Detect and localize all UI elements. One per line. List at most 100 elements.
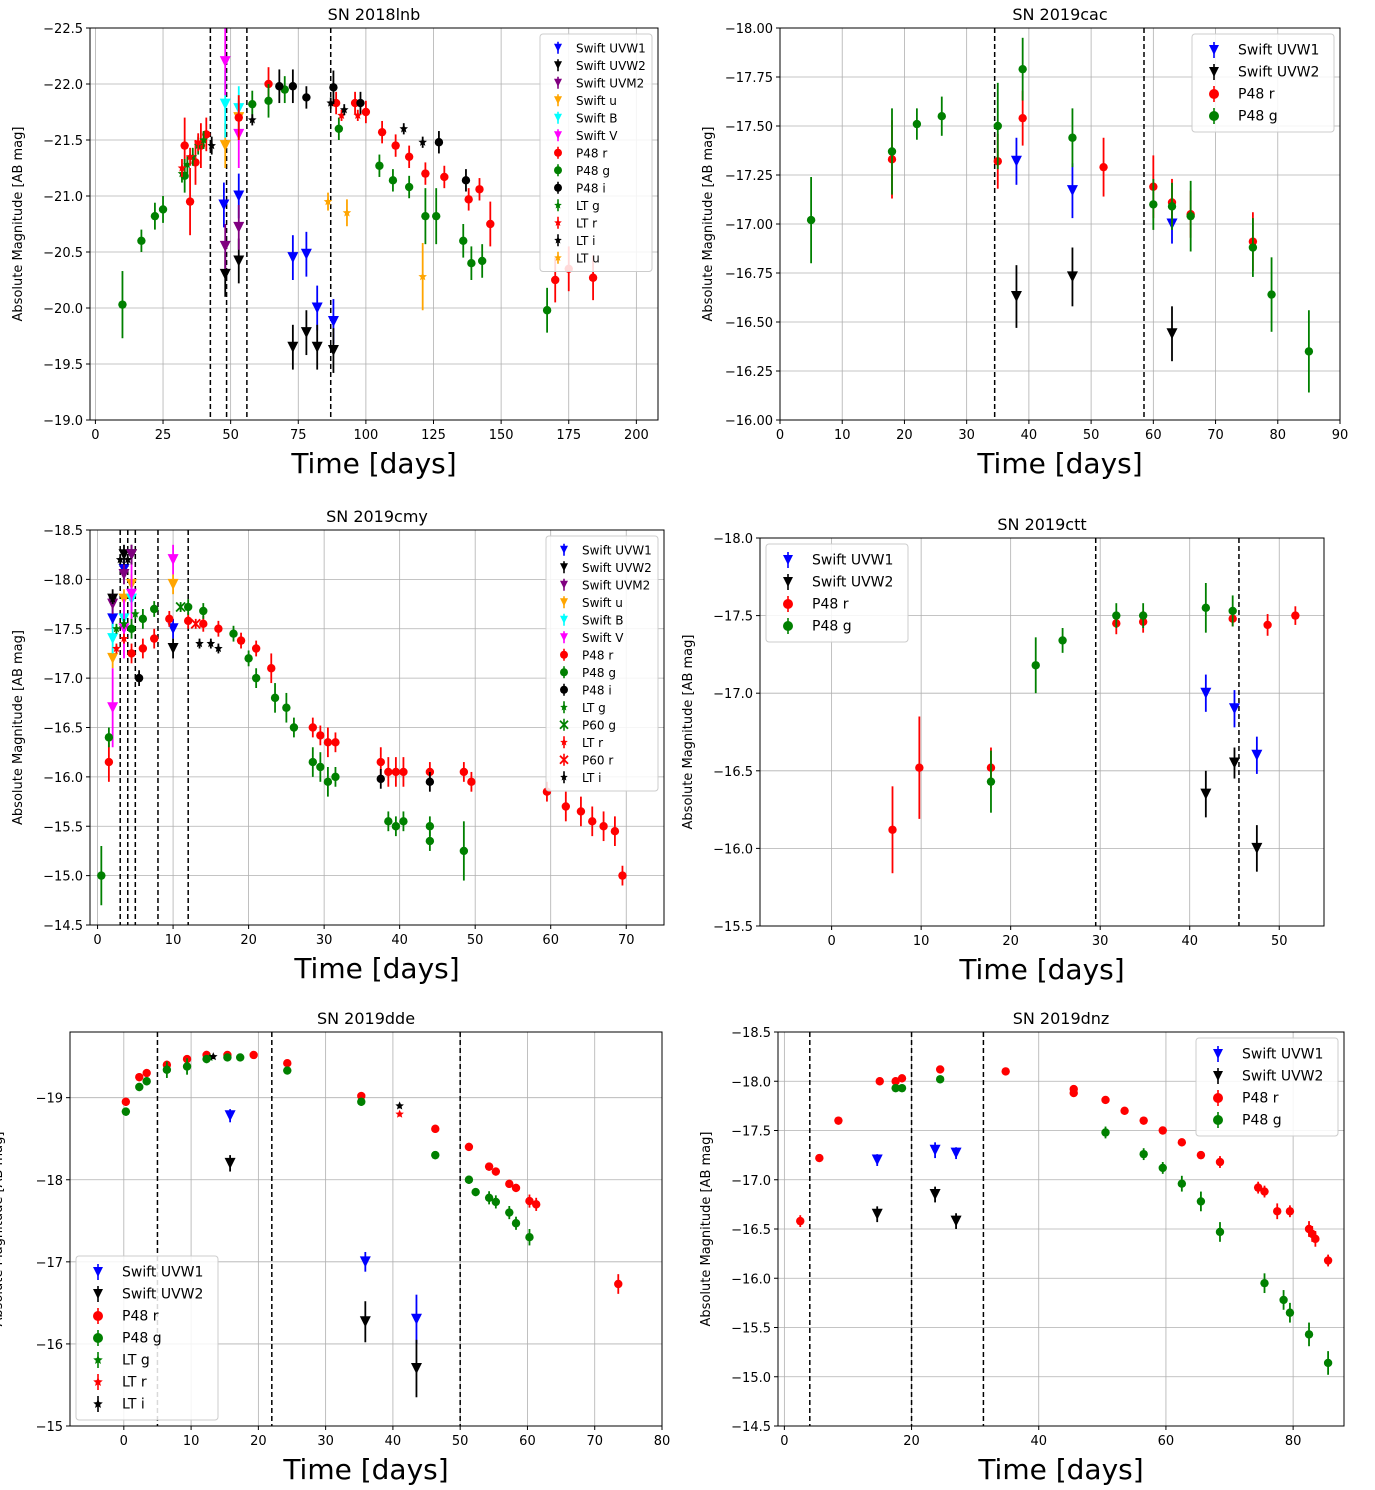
legend-entry-p48-r: P48 r [554, 146, 607, 160]
x-tick-label: 70 [618, 933, 635, 948]
y-tick-label: −16.00 [725, 414, 773, 429]
data-point [1285, 1207, 1295, 1216]
legend: Swift UVW1 Swift UVW2 P48 r P48 g LT g LT r LT… [75, 1255, 219, 1421]
x-tick-label: 100 [353, 428, 378, 443]
legend-label: P48 r [576, 146, 607, 160]
y-axis-label: Absolute Magnitude [AB mag] [0, 1132, 6, 1327]
x-tick-label: 40 [1021, 428, 1038, 443]
data-point [375, 161, 384, 170]
data-point [107, 633, 119, 645]
data-point [134, 673, 144, 683]
legend-label: Swift UVW2 [1242, 1069, 1323, 1085]
data-point [471, 1187, 480, 1197]
data-point [434, 138, 444, 147]
legend-marker [560, 615, 568, 624]
data-point [323, 197, 333, 206]
x-tick-label: 20 [903, 1434, 920, 1449]
data-point [421, 169, 430, 178]
legend-label: LT r [582, 736, 603, 750]
legend-marker [560, 685, 568, 694]
x-tick-label: 80 [1270, 428, 1287, 443]
legend-label: P48 r [1238, 87, 1275, 103]
series-lt-g [112, 609, 140, 634]
series-p48-g [806, 37, 1314, 393]
x-tick-label: 0 [780, 1434, 788, 1449]
chart-title: SN 2019dde [317, 1009, 415, 1028]
legend-entry-lt-i: LT i [554, 234, 596, 248]
legend-marker [554, 148, 562, 157]
legend-frame [1195, 1037, 1339, 1137]
y-tick-label: −21.5 [43, 134, 83, 149]
series-swift-uvm2 [219, 204, 245, 269]
data-point [511, 1219, 521, 1228]
y-tick-label: −16.0 [731, 1272, 771, 1287]
x-tick-label: 20 [240, 933, 257, 948]
legend-marker [554, 113, 562, 122]
x-tick-label: 125 [421, 428, 446, 443]
data-point [219, 268, 231, 280]
legend-marker [554, 236, 562, 244]
data-point [300, 248, 312, 260]
x-tick-label: 20 [250, 1434, 267, 1449]
legend-entry-lt-r: LT r [554, 216, 597, 230]
legend-marker [1213, 1115, 1223, 1125]
data-point [180, 141, 189, 150]
data-point [167, 623, 179, 635]
data-point [199, 619, 208, 629]
data-point [418, 137, 427, 146]
x-tick-label: 40 [385, 1434, 402, 1449]
x-tick-label: 60 [1158, 1434, 1175, 1449]
legend: Swift UVW1 Swift UVW2 Swift UVM2 Swift u Swi… [545, 535, 659, 792]
y-axis-label: Absolute Magnitude [AB mag] [701, 127, 716, 322]
legend-marker [554, 253, 562, 261]
x-tick-label: 0 [93, 933, 101, 948]
legend-entry-swift-v: Swift V [554, 129, 618, 143]
data-layer [806, 37, 1314, 393]
data-point [912, 119, 922, 129]
data-point [219, 98, 231, 110]
data-point [1112, 611, 1121, 620]
y-axis-label: Absolute Magnitude [AB mag] [11, 630, 26, 825]
legend-label: P48 g [582, 666, 616, 680]
y-tick-label: −15.5 [713, 920, 753, 935]
data-point [897, 1074, 907, 1083]
data-point [1323, 1358, 1333, 1368]
data-point [359, 1256, 371, 1268]
chart-title: SN 2019cmy [326, 507, 428, 526]
legend-entry-swift-uvw2: Swift UVW2 [1209, 64, 1319, 81]
x-tick-label: 50 [1271, 934, 1288, 949]
x-axis-label: Time [days] [293, 952, 459, 985]
y-tick-label: −16.5 [731, 1223, 771, 1238]
data-point [248, 99, 257, 109]
legend-frame [539, 33, 653, 272]
data-point [270, 693, 280, 703]
data-point [127, 624, 136, 633]
x-tick-label: 10 [834, 428, 851, 443]
legend-marker [554, 78, 562, 87]
legend-label: LT g [582, 701, 606, 715]
data-point [357, 1091, 366, 1101]
legend-marker [560, 545, 568, 554]
data-point [950, 1215, 962, 1227]
data-point [195, 639, 204, 648]
data-point [119, 619, 129, 628]
data-point [484, 1193, 494, 1203]
legend-label: LT g [576, 199, 600, 213]
legend-label: Swift UVW1 [582, 543, 652, 557]
data-point [236, 1053, 245, 1062]
data-point [459, 846, 469, 856]
legend: Swift UVW1 Swift UVW2 P48 r P48 g [765, 543, 909, 643]
data-point [1139, 1149, 1148, 1159]
data-point [183, 616, 193, 626]
data-point [107, 613, 119, 625]
legend-entry-swift-uvw2: Swift UVW2 [93, 1286, 203, 1303]
data-point [138, 644, 148, 653]
legend-entry-swift-uvm2: Swift UVM2 [554, 76, 644, 90]
data-point [542, 306, 552, 315]
legend-marker [554, 131, 562, 140]
data-point [834, 1116, 843, 1125]
chart-title: SN 2018lnb [328, 5, 421, 24]
data-point [112, 624, 121, 633]
data-point [206, 639, 216, 648]
data-point [588, 817, 597, 826]
